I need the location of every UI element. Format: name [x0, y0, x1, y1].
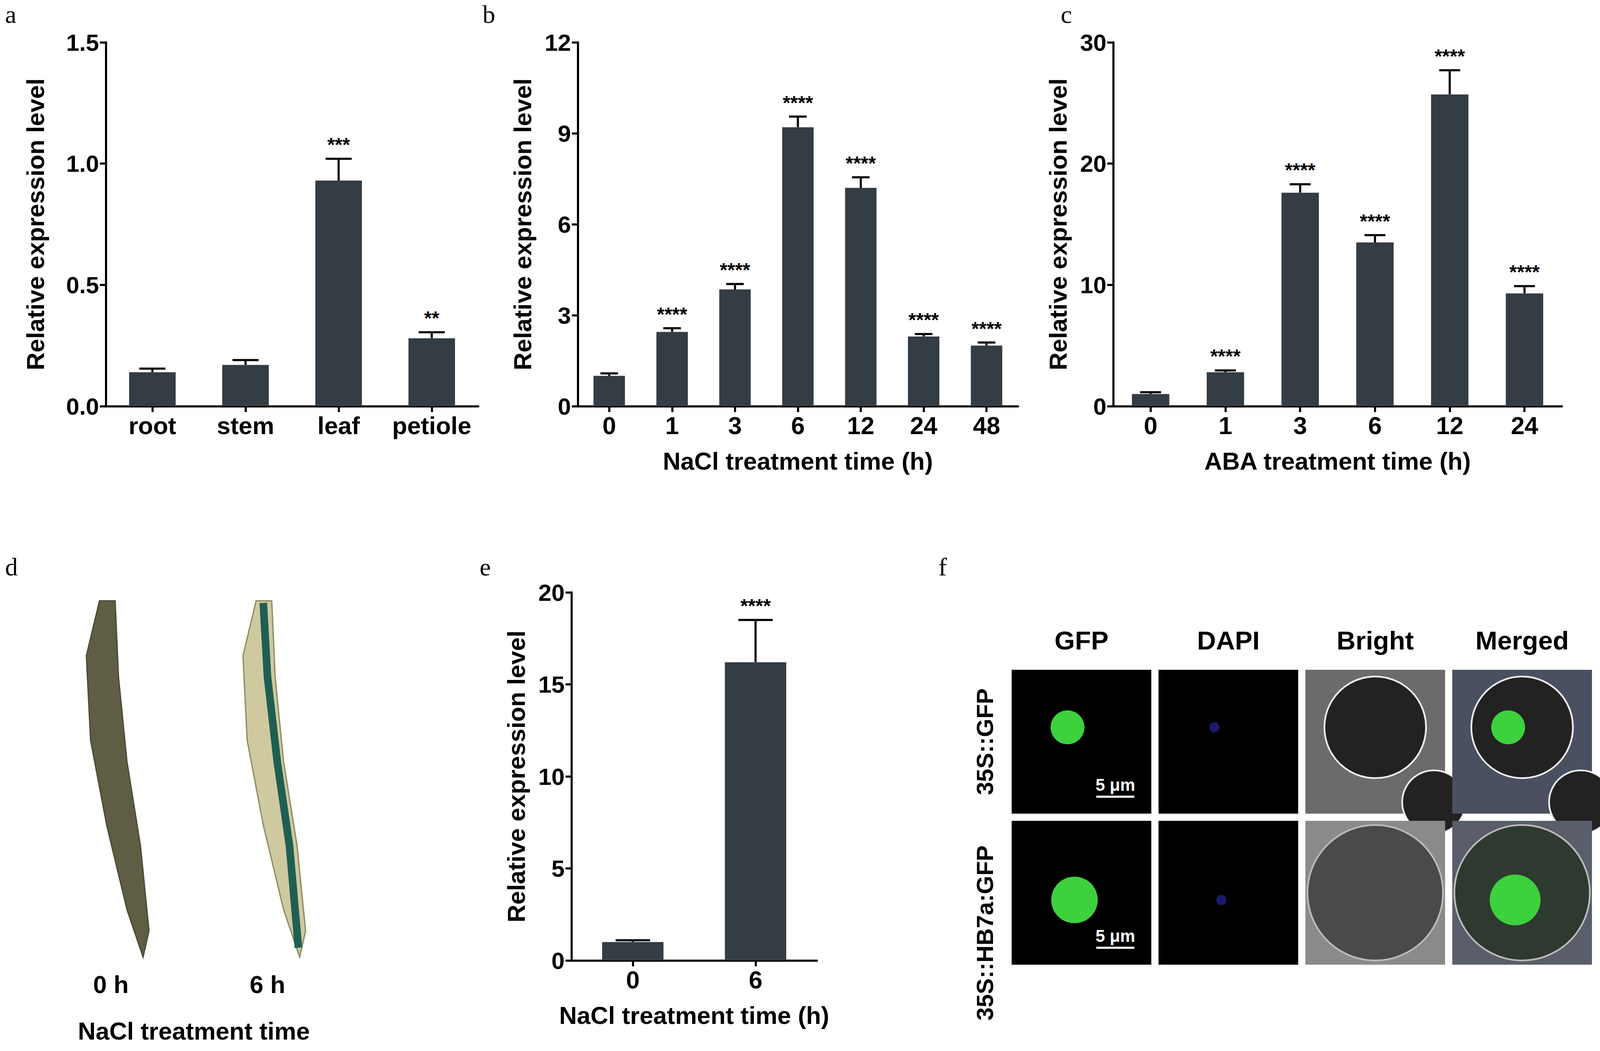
svg-text:ABA treatment time (h): ABA treatment time (h)	[1204, 447, 1471, 475]
svg-text:****: ****	[1285, 159, 1316, 182]
svg-text:20: 20	[1080, 150, 1107, 177]
svg-text:0: 0	[602, 411, 616, 440]
svg-text:0: 0	[1093, 393, 1107, 420]
svg-text:****: ****	[782, 91, 814, 114]
svg-text:leaf: leaf	[317, 411, 361, 440]
svg-text:GFP: GFP	[1054, 626, 1109, 656]
svg-text:****: ****	[908, 308, 939, 332]
svg-text:3: 3	[557, 302, 572, 329]
svg-text:48: 48	[972, 411, 1001, 440]
svg-text:0: 0	[1143, 411, 1158, 440]
svg-text:0 h: 0 h	[93, 971, 129, 999]
svg-text:5: 5	[551, 855, 565, 883]
svg-text:1: 1	[1218, 411, 1233, 440]
svg-text:10: 10	[538, 763, 565, 791]
svg-text:Relative expression level: Relative expression level	[502, 630, 530, 923]
svg-text:NaCl treatment time (h): NaCl treatment time (h)	[662, 447, 933, 475]
svg-text:0: 0	[557, 393, 572, 420]
svg-text:****: ****	[740, 595, 771, 618]
svg-text:Relative expression level: Relative expression level	[508, 78, 537, 371]
svg-text:6: 6	[1368, 411, 1382, 440]
svg-text:1: 1	[665, 411, 679, 440]
svg-text:petiole: petiole	[392, 411, 472, 440]
svg-text:e: e	[479, 553, 492, 582]
svg-text:root: root	[128, 411, 177, 440]
svg-text:3: 3	[728, 411, 742, 440]
svg-text:Bright: Bright	[1336, 626, 1415, 656]
svg-text:35S::GFP: 35S::GFP	[971, 688, 999, 796]
svg-text:****: ****	[656, 303, 688, 326]
svg-text:Relative expression level: Relative expression level	[21, 78, 50, 371]
svg-text:****: ****	[1434, 45, 1465, 68]
svg-text:NaCl treatment time: NaCl treatment time	[77, 1017, 310, 1046]
svg-text:DAPI: DAPI	[1197, 626, 1260, 656]
svg-text:10: 10	[1080, 271, 1107, 299]
svg-text:****: ****	[720, 259, 751, 282]
svg-text:12: 12	[1436, 411, 1464, 440]
svg-text:****: ****	[971, 317, 1002, 340]
svg-text:Relative expression level: Relative expression level	[1044, 78, 1072, 371]
svg-text:6 h: 6 h	[249, 971, 286, 999]
svg-text:****: ****	[1360, 210, 1391, 233]
svg-text:***: ***	[327, 133, 351, 156]
svg-text:Merged: Merged	[1475, 626, 1569, 656]
svg-text:0: 0	[551, 947, 565, 975]
svg-text:c: c	[1060, 0, 1073, 29]
svg-text:f: f	[938, 553, 947, 582]
svg-text:****: ****	[1509, 261, 1540, 284]
svg-text:6: 6	[557, 211, 572, 238]
svg-text:1.0: 1.0	[66, 150, 100, 177]
svg-text:12: 12	[846, 411, 875, 440]
svg-text:**: **	[424, 307, 440, 330]
svg-text:a: a	[5, 0, 17, 29]
svg-text:20: 20	[538, 579, 565, 607]
svg-text:b: b	[482, 0, 496, 29]
svg-text:6: 6	[748, 966, 763, 994]
svg-text:0: 0	[626, 966, 640, 994]
svg-text:stem: stem	[216, 411, 274, 440]
svg-text:24: 24	[1510, 411, 1539, 440]
svg-text:1.5: 1.5	[66, 29, 100, 56]
svg-text:30: 30	[1080, 29, 1107, 56]
svg-text:12: 12	[544, 29, 572, 56]
svg-text:35S::HB7a:GFP: 35S::HB7a:GFP	[971, 845, 999, 1021]
svg-text:NaCl treatment time (h): NaCl treatment time (h)	[559, 1001, 830, 1030]
svg-text:0.0: 0.0	[66, 393, 100, 420]
svg-text:3: 3	[1293, 411, 1308, 440]
svg-text:6: 6	[791, 411, 805, 440]
svg-text:5 μm: 5 μm	[1095, 775, 1135, 795]
svg-text:****: ****	[845, 152, 877, 175]
svg-text:****: ****	[1210, 345, 1241, 368]
svg-text:5 μm: 5 μm	[1095, 926, 1135, 946]
svg-text:24: 24	[910, 411, 938, 440]
svg-text:0.5: 0.5	[66, 271, 100, 299]
svg-text:9: 9	[557, 120, 572, 147]
svg-text:15: 15	[538, 671, 565, 698]
svg-text:d: d	[5, 553, 18, 582]
